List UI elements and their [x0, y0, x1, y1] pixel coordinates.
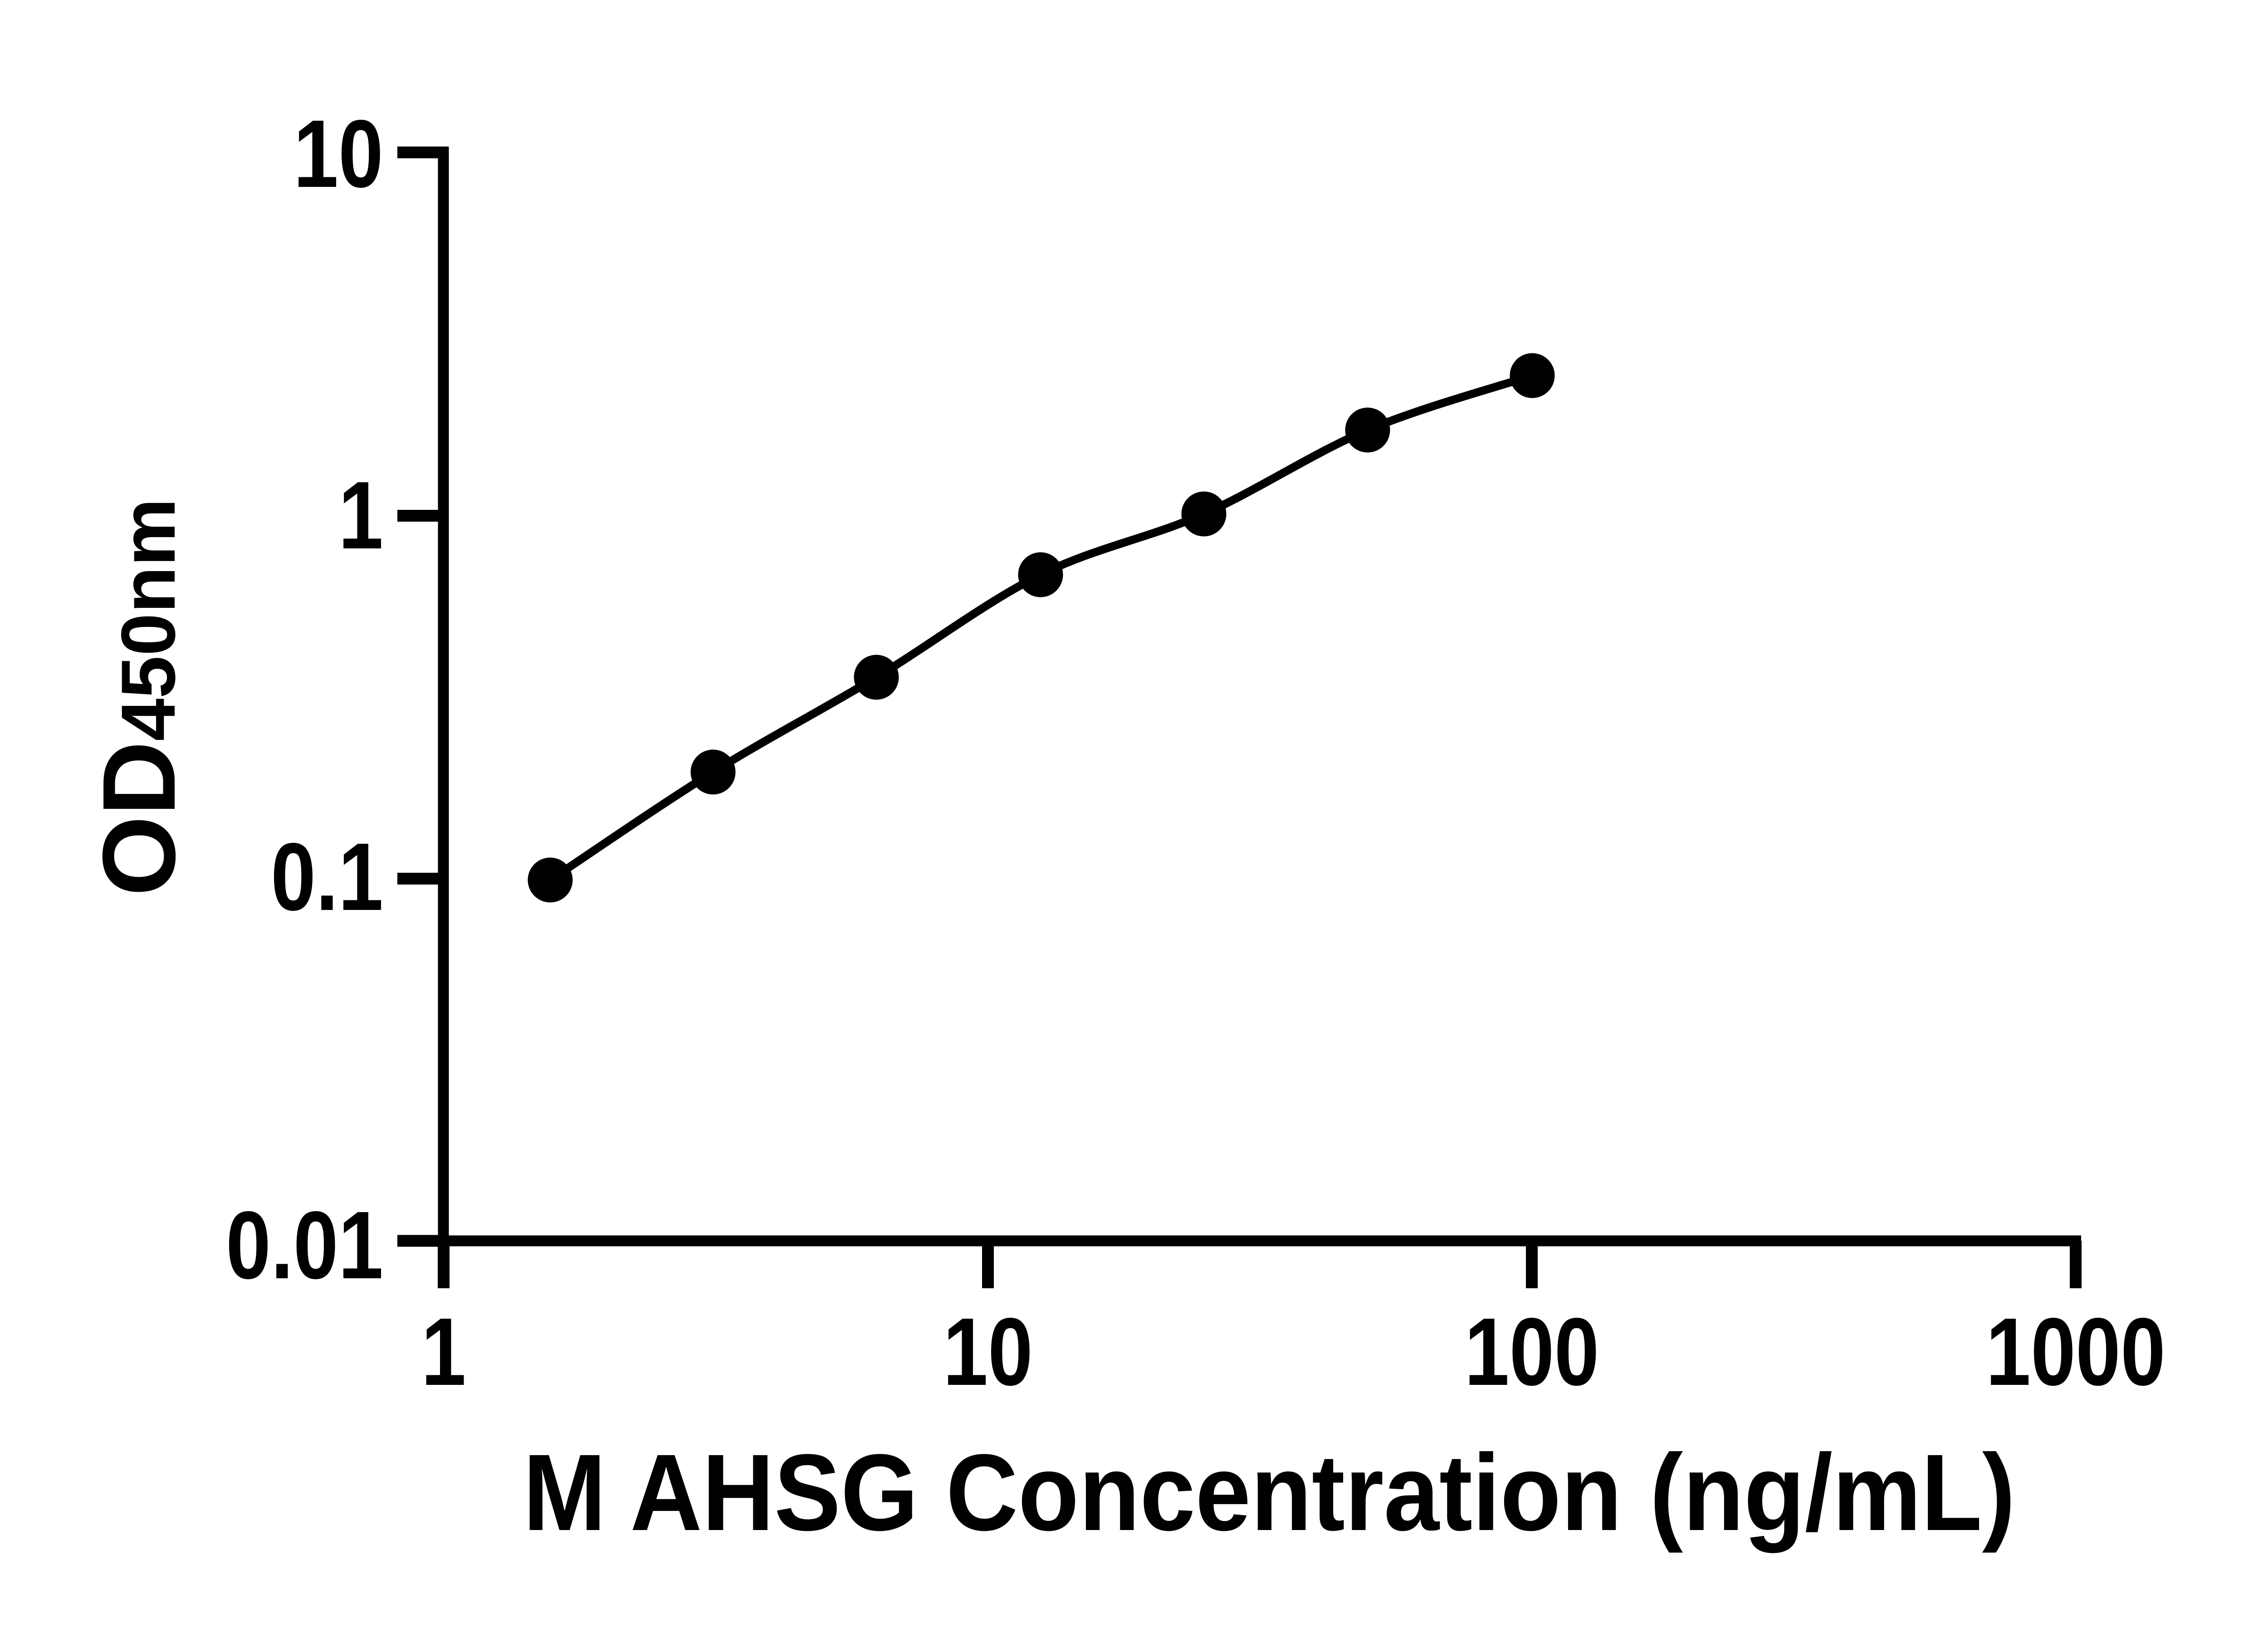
svg-text:1: 1 [338, 461, 383, 569]
svg-text:1: 1 [421, 1298, 466, 1405]
svg-text:M AHSG Concentration (ng/mL): M AHSG Concentration (ng/mL) [523, 1432, 2015, 1553]
svg-text:0.01: 0.01 [226, 1191, 383, 1299]
svg-text:0.1: 0.1 [271, 823, 383, 930]
svg-text:10: 10 [293, 100, 383, 207]
svg-text:10: 10 [943, 1298, 1033, 1405]
svg-text:100: 100 [1465, 1298, 1599, 1405]
svg-text:1000: 1000 [1986, 1298, 2165, 1405]
